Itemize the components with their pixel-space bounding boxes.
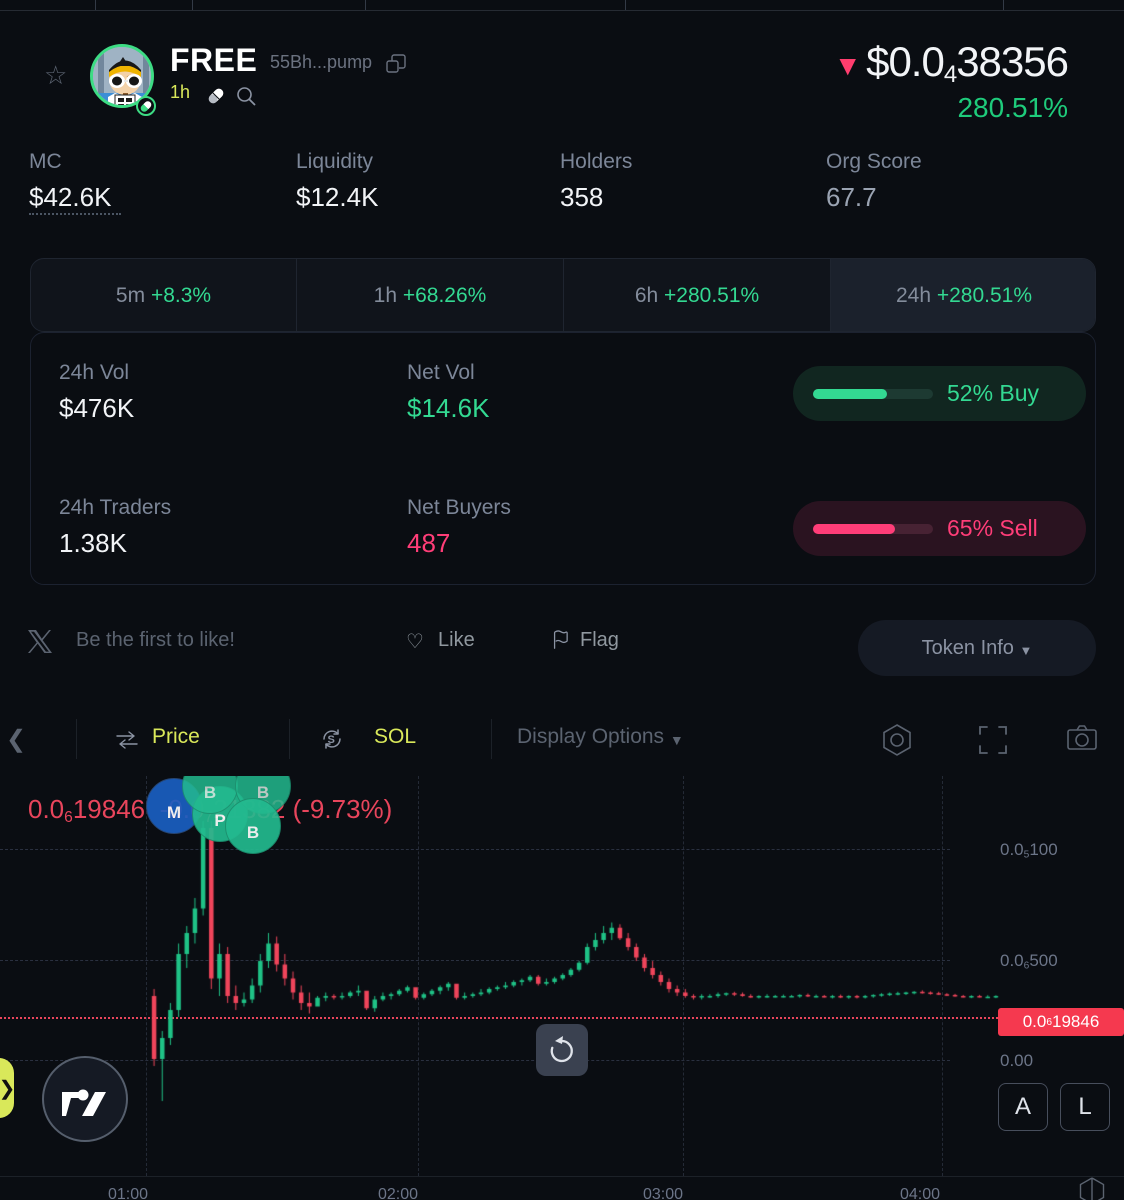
- svg-text:S: S: [328, 734, 335, 746]
